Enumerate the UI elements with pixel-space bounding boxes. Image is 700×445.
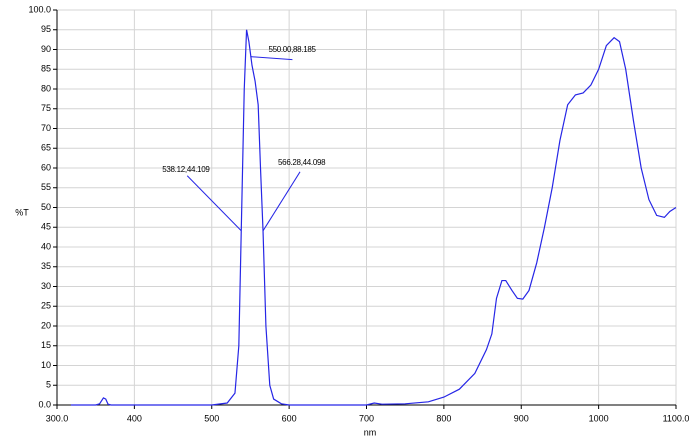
annotation-label: 538.12,44.109 <box>162 165 210 174</box>
y-tick-label: 60 <box>41 162 51 172</box>
x-tick-label: 800 <box>436 413 451 423</box>
x-tick-label: 700 <box>359 413 374 423</box>
y-tick-label: 100.0 <box>28 4 51 14</box>
y-tick-label: 30 <box>41 281 51 291</box>
y-tick-label: 50 <box>41 202 51 212</box>
x-axis-label: nm <box>364 427 377 437</box>
x-tick-label: 1000 <box>589 413 609 423</box>
y-tick-label: 5 <box>46 380 51 390</box>
y-tick-label: 75 <box>41 103 51 113</box>
y-tick-label: 85 <box>41 64 51 74</box>
annotation-leader <box>262 171 301 232</box>
y-tick-label: 65 <box>41 143 51 153</box>
x-tick-label: 600 <box>282 413 297 423</box>
y-tick-label: 55 <box>41 182 51 192</box>
x-tick-label: 1100.0 <box>663 413 690 423</box>
x-tick-label: 500 <box>204 413 219 423</box>
spectrum-line <box>70 29 677 406</box>
y-tick-label: 15 <box>41 340 51 350</box>
y-axis-label: %T <box>15 207 29 217</box>
annotation-leader <box>250 56 293 61</box>
x-tick-label: 900 <box>514 413 529 423</box>
annotation-label: 566.28,44.098 <box>278 158 326 167</box>
y-tick-label: 25 <box>41 301 51 311</box>
y-tick-label: 90 <box>41 44 51 54</box>
y-tick-label: 70 <box>41 123 51 133</box>
y-tick-label: 0.0 <box>38 399 51 409</box>
y-tick-label: 20 <box>41 320 51 330</box>
x-tick-label: 400 <box>127 413 142 423</box>
y-tick-label: 40 <box>41 241 51 251</box>
annotation-leader <box>186 175 242 232</box>
x-tick-label: 300.0 <box>46 413 69 423</box>
y-tick-label: 45 <box>41 222 51 232</box>
y-tick-label: 95 <box>41 24 51 34</box>
y-tick-label: 80 <box>41 83 51 93</box>
y-tick-label: 10 <box>41 360 51 370</box>
y-tick-label: 35 <box>41 261 51 271</box>
annotation-label: 550.00,88.185 <box>268 45 316 54</box>
